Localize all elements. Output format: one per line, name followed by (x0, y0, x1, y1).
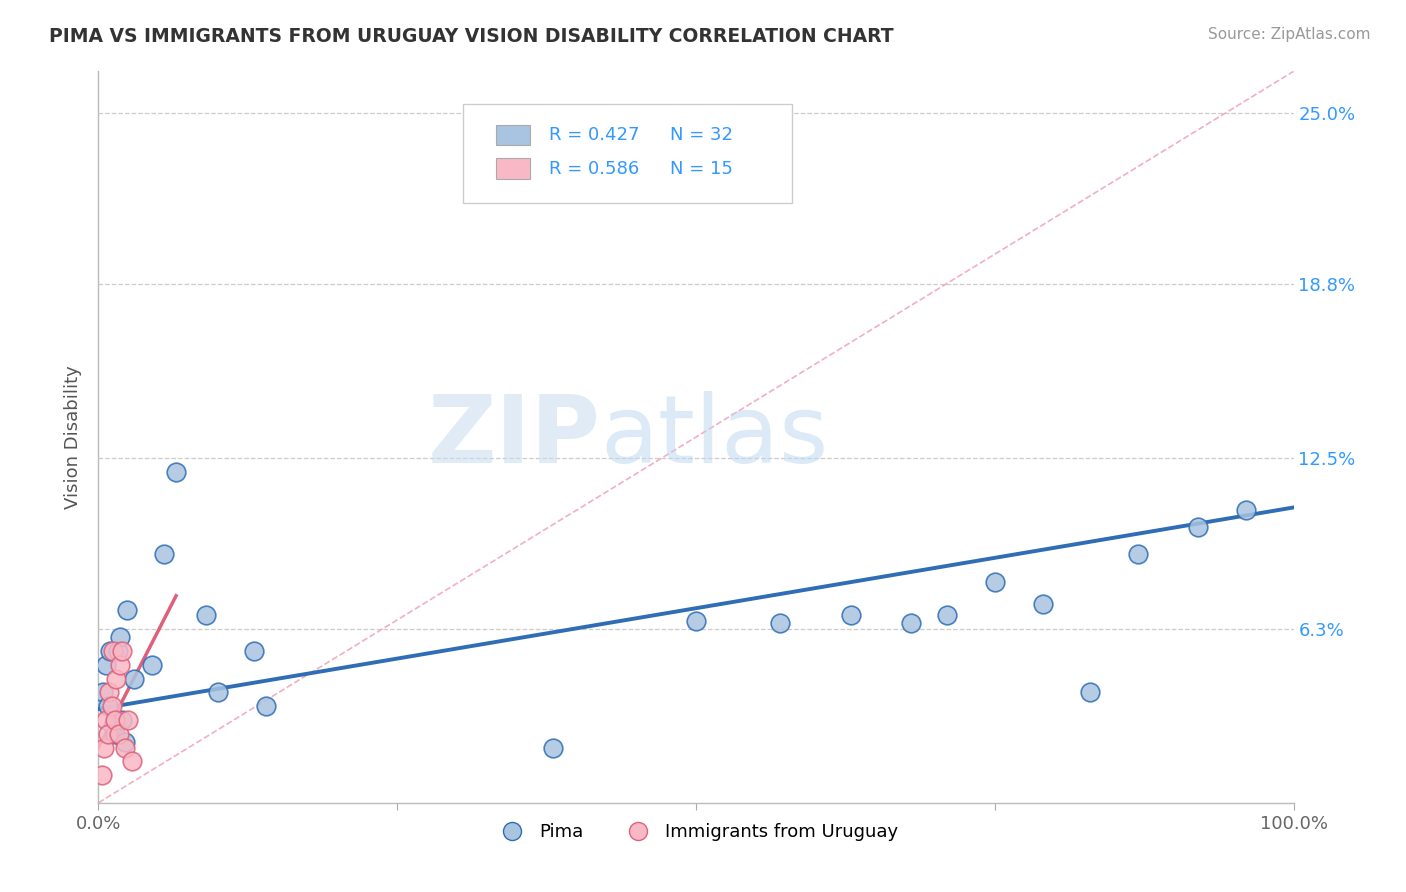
Text: N = 15: N = 15 (669, 160, 733, 178)
Point (93, 740, 115, 755)
Point (100, 699, 122, 714)
Text: Source: ZipAtlas.com: Source: ZipAtlas.com (1208, 27, 1371, 42)
Point (111, 644, 134, 658)
Text: R = 0.427: R = 0.427 (548, 126, 640, 144)
Text: PIMA VS IMMIGRANTS FROM URUGUAY VISION DISABILITY CORRELATION CHART: PIMA VS IMMIGRANTS FROM URUGUAY VISION D… (49, 27, 894, 45)
Point (153, 548, 176, 562)
Point (1080, 685, 1102, 699)
Point (114, 740, 136, 755)
Point (111, 713, 134, 727)
Point (114, 735, 136, 749)
Point (685, 614, 707, 628)
Text: atlas: atlas (600, 391, 828, 483)
Point (101, 644, 124, 658)
FancyBboxPatch shape (463, 104, 792, 203)
Point (1032, 597, 1054, 611)
Point (97, 699, 120, 714)
Point (97, 727, 120, 741)
Point (254, 699, 277, 714)
Point (195, 608, 218, 623)
Point (1234, 503, 1257, 517)
FancyBboxPatch shape (496, 125, 530, 145)
Point (141, 657, 163, 672)
Point (94, 713, 117, 727)
Point (900, 616, 922, 631)
Point (107, 644, 129, 658)
Point (104, 713, 127, 727)
Y-axis label: Vision Disability: Vision Disability (63, 365, 82, 509)
Legend: Pima, Immigrants from Uruguay: Pima, Immigrants from Uruguay (486, 816, 905, 848)
Point (91, 685, 114, 699)
Point (121, 755, 143, 769)
Point (115, 602, 138, 616)
Point (165, 465, 187, 479)
Point (108, 630, 131, 644)
Point (107, 727, 129, 741)
Point (1128, 548, 1150, 562)
Point (117, 713, 139, 727)
Point (768, 616, 790, 631)
Point (108, 657, 131, 672)
Text: ZIP: ZIP (427, 391, 600, 483)
Point (124, 672, 146, 686)
Point (243, 644, 266, 658)
Point (207, 685, 229, 699)
Point (101, 718, 124, 732)
Point (541, 740, 564, 755)
Point (98, 644, 122, 658)
Point (91, 768, 114, 782)
Point (105, 672, 128, 686)
FancyBboxPatch shape (496, 159, 530, 179)
Point (104, 727, 127, 741)
Point (936, 608, 959, 623)
Text: N = 32: N = 32 (669, 126, 733, 144)
Point (98, 685, 121, 699)
Point (94, 657, 117, 672)
Text: R = 0.586: R = 0.586 (548, 160, 640, 178)
Point (841, 608, 863, 623)
Point (1187, 520, 1209, 534)
Point (984, 574, 1007, 589)
